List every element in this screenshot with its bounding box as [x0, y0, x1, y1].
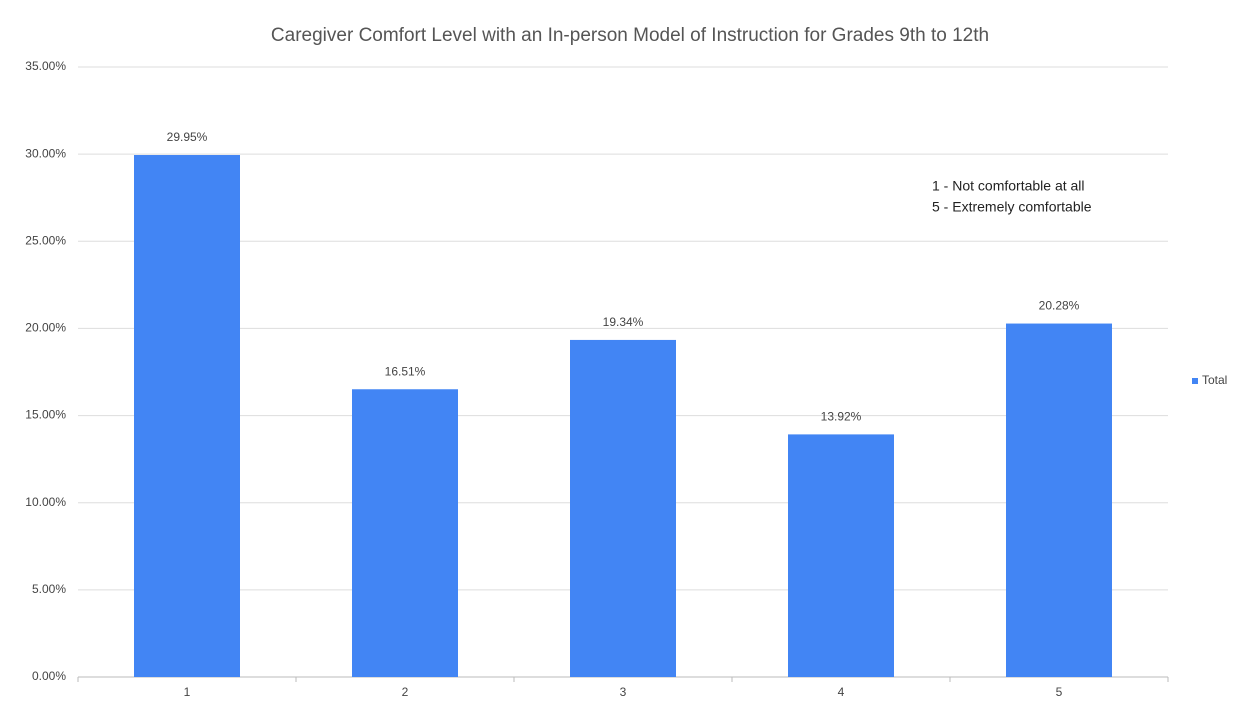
y-tick-label: 0.00%	[32, 669, 66, 683]
data-label: 29.95%	[167, 130, 208, 144]
data-label: 16.51%	[385, 364, 426, 378]
legend-swatch	[1192, 378, 1198, 384]
data-label: 13.92%	[821, 410, 862, 424]
x-tick-label: 4	[838, 685, 845, 699]
x-tick-label: 3	[620, 685, 627, 699]
bar	[1006, 323, 1112, 677]
x-tick-label: 2	[402, 685, 409, 699]
y-tick-label: 10.00%	[25, 495, 66, 509]
y-tick-label: 35.00%	[25, 59, 66, 73]
x-tick-label: 1	[184, 685, 191, 699]
annotation: 5 - Extremely comfortable	[932, 199, 1092, 215]
x-tick-label: 5	[1056, 685, 1063, 699]
y-tick-label: 5.00%	[32, 582, 66, 596]
y-tick-label: 15.00%	[25, 408, 66, 422]
bar	[352, 389, 458, 677]
data-label: 20.28%	[1039, 299, 1080, 313]
y-tick-label: 20.00%	[25, 321, 66, 335]
y-tick-label: 25.00%	[25, 233, 66, 247]
bar	[788, 434, 894, 677]
legend-label: Total	[1202, 373, 1227, 387]
bar	[570, 339, 676, 677]
y-tick-label: 30.00%	[25, 146, 66, 160]
annotation: 1 - Not comfortable at all	[932, 178, 1085, 194]
chart-title: Caregiver Comfort Level with an In-perso…	[271, 25, 989, 46]
bar	[134, 155, 240, 677]
data-label: 19.34%	[603, 315, 644, 329]
